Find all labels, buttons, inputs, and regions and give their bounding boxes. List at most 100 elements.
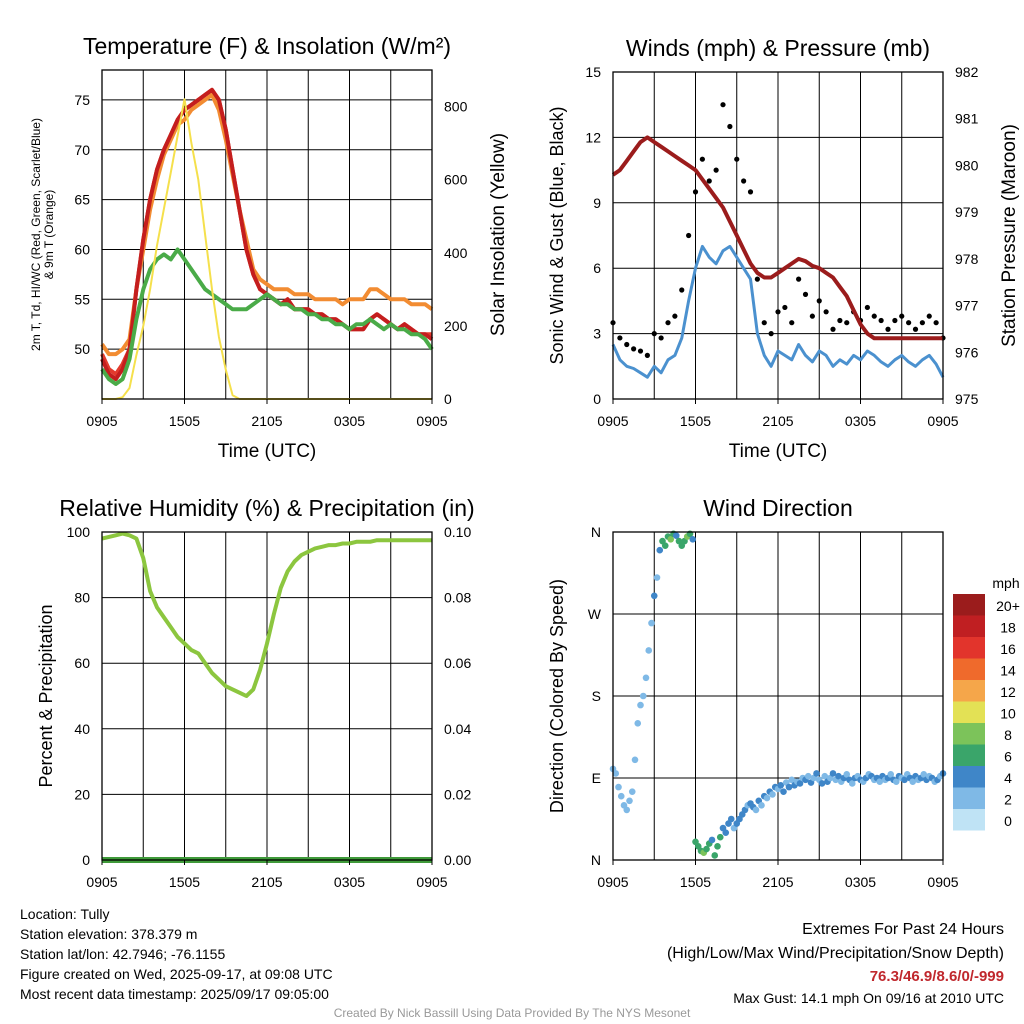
- legend-label: 2: [1004, 791, 1012, 807]
- gust-point: [637, 348, 644, 354]
- direction-point: [785, 783, 793, 791]
- gust-point: [830, 326, 836, 332]
- created-text: Figure created on Wed, 2025-09-17, at 09…: [20, 966, 333, 982]
- y2-tick-label: 0.04: [444, 721, 471, 737]
- series-line-sonic-wind: [611, 244, 945, 379]
- direction-point: [848, 780, 856, 787]
- legend-swatch: [953, 658, 985, 680]
- legend-label: 10: [1000, 705, 1016, 721]
- gust-point: [734, 156, 740, 162]
- direction-point: [714, 843, 721, 850]
- direction-point: [835, 772, 842, 780]
- gust-point: [741, 178, 747, 184]
- y2-tick-label: 979: [955, 204, 979, 220]
- x-tick-label: 1505: [680, 413, 711, 429]
- direction-point: [920, 771, 928, 778]
- direction-point: [634, 720, 642, 727]
- max-gust-text: Max Gust: 14.1 mph On 09/16 at 2010 UTC: [733, 990, 1004, 1006]
- x-axis-label: Time (UTC): [218, 441, 317, 462]
- direction-point: [887, 771, 895, 778]
- x-tick-label: 1505: [169, 874, 200, 890]
- gust-point: [864, 304, 870, 311]
- gust-point: [617, 335, 623, 341]
- y2-tick-label: 800: [444, 99, 468, 115]
- gust-point: [624, 341, 630, 348]
- direction-point: [672, 532, 680, 539]
- station-info: Location: Tully Station elevation: 378.3…: [20, 904, 333, 1004]
- gust-point: [644, 352, 650, 358]
- location-text: Location: Tully: [20, 906, 110, 922]
- x-tick-label: 1505: [169, 413, 200, 429]
- direction-point: [615, 783, 622, 791]
- direction-point: [788, 776, 796, 784]
- gust-point: [768, 331, 774, 337]
- y-tick-label: 50: [74, 341, 90, 357]
- legend-label: 18: [1000, 619, 1016, 635]
- gust-point: [679, 287, 685, 293]
- y-tick-label: 100: [67, 524, 91, 540]
- legend-title: mph: [992, 575, 1019, 591]
- gust-point: [885, 326, 891, 332]
- gust-point: [837, 317, 843, 324]
- gust-point: [699, 156, 705, 162]
- direction-point: [639, 692, 647, 700]
- y-tick-label: 3: [593, 326, 601, 342]
- gust-point: [809, 313, 815, 319]
- gust-point: [727, 123, 733, 130]
- gust-point: [871, 313, 877, 319]
- direction-point: [716, 833, 724, 841]
- x-tick-label: 0305: [845, 874, 876, 890]
- y-tick-label: 9: [593, 195, 601, 211]
- y-tick-label: 20: [74, 786, 90, 802]
- y2-tick-label: 400: [444, 245, 468, 261]
- legend-label: 8: [1004, 727, 1012, 743]
- gust-point: [713, 167, 719, 173]
- y2-tick-label: 981: [955, 111, 979, 127]
- direction-point: [758, 802, 765, 809]
- y-tick-label: 80: [74, 590, 90, 606]
- gust-point: [686, 232, 692, 239]
- legend-label: 0: [1004, 813, 1012, 829]
- gust-point: [892, 317, 898, 324]
- direction-point: [780, 788, 787, 795]
- gust-point: [720, 102, 726, 108]
- gust-point: [899, 313, 905, 319]
- direction-point: [769, 791, 776, 798]
- legend-swatch: [953, 637, 985, 659]
- x-tick-label: 2105: [251, 874, 282, 890]
- gust-point: [802, 291, 809, 297]
- gust-point: [789, 320, 795, 326]
- direction-point: [617, 792, 625, 800]
- chart-title: Relative Humidity (%) & Precipitation (i…: [59, 495, 474, 521]
- y-axis-label: Sonic Wind & Gust (Blue, Black): [547, 106, 567, 364]
- direction-point: [818, 780, 826, 787]
- x-tick-label: 0905: [416, 413, 447, 429]
- x-tick-label: 0905: [597, 413, 628, 429]
- series-line-station-pressure: [611, 135, 943, 341]
- direction-point: [843, 771, 851, 778]
- y2-tick-label: 600: [444, 172, 468, 188]
- speed-legend: mph 0 2 4 6 8 10 12 14 16 18 20+: [953, 575, 1020, 831]
- chart-title: Wind Direction: [703, 495, 853, 521]
- y2-tick-label: 978: [955, 251, 979, 267]
- direction-point: [667, 535, 675, 543]
- gust-point: [823, 309, 829, 315]
- x-tick-label: 0905: [597, 874, 628, 890]
- y-tick-label: 40: [74, 721, 90, 737]
- gust-point: [665, 320, 671, 326]
- direction-point: [804, 772, 812, 780]
- direction-point: [777, 781, 785, 789]
- gust-point: [912, 326, 919, 332]
- legend-swatch: [953, 787, 985, 809]
- direction-point: [909, 778, 917, 785]
- legend-swatch: [953, 701, 985, 723]
- direction-point: [661, 542, 669, 549]
- y2-tick-label: 977: [955, 298, 979, 314]
- recent-text: Most recent data timestamp: 2025/09/17 0…: [20, 986, 329, 1002]
- legend-swatch: [953, 809, 985, 831]
- gust-point: [692, 189, 699, 195]
- legend-label: 4: [1004, 770, 1012, 786]
- direction-point: [645, 647, 653, 654]
- y-tick-label: 6: [593, 260, 601, 276]
- extremes-info: Extremes For Past 24 Hours (High/Low/Max…: [667, 918, 1004, 1008]
